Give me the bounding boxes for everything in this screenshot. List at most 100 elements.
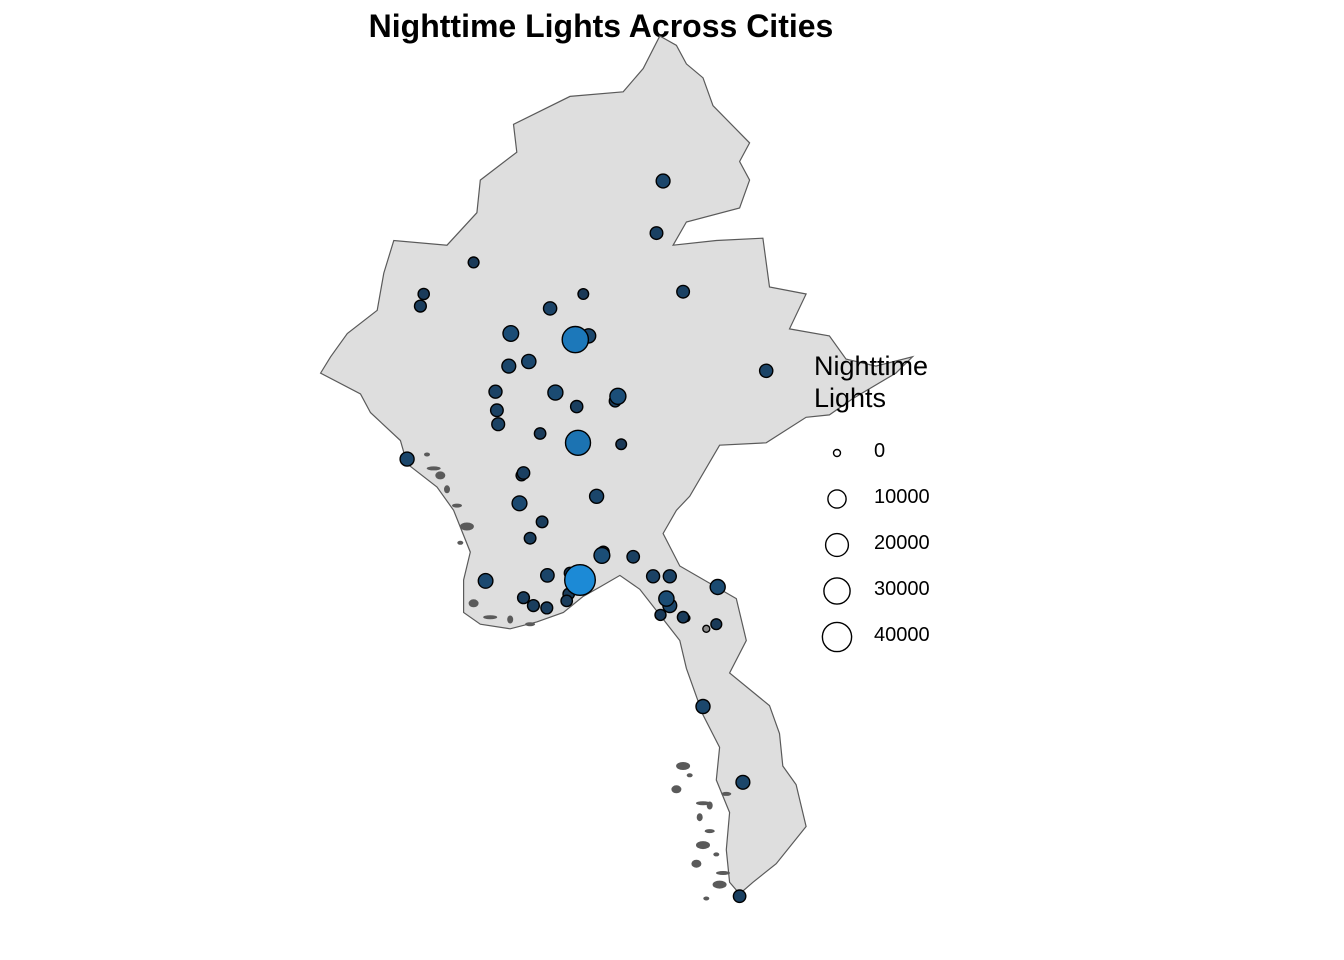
legend-symbol — [832, 448, 842, 458]
island-speck — [712, 880, 727, 889]
city-point — [535, 515, 549, 529]
city-point — [560, 594, 574, 608]
island-speck — [424, 452, 430, 457]
legend-symbol — [827, 489, 847, 509]
city-point — [577, 288, 590, 301]
legend-entries: 0 10000 20000 30000 40000 — [814, 430, 954, 660]
city-point — [502, 325, 520, 343]
city-point — [477, 572, 494, 589]
city-point — [735, 774, 751, 790]
city-point — [662, 569, 677, 584]
legend-symbol — [821, 621, 853, 653]
city-point — [526, 598, 541, 613]
island-speck — [696, 841, 710, 850]
city-point — [645, 569, 661, 584]
legend-symbol — [823, 577, 851, 605]
city-point — [702, 624, 711, 633]
city-point — [542, 301, 558, 316]
city-point — [758, 363, 774, 379]
myanmar-land-polygon — [319, 35, 915, 895]
city-point — [533, 427, 547, 440]
map-title: Nighttime Lights Across Cities — [368, 8, 834, 44]
city-point — [654, 608, 667, 622]
legend-circle — [823, 577, 851, 605]
city-point — [521, 353, 537, 370]
city-point — [561, 325, 590, 354]
city-point — [676, 284, 691, 299]
legend-symbol — [824, 532, 850, 558]
legend-entry: 0 — [814, 430, 954, 476]
city-point — [710, 618, 723, 631]
island-speck — [525, 622, 536, 627]
island-speck — [691, 859, 702, 868]
legend-label: 0 — [874, 440, 886, 462]
size-legend: Nighttime Lights 0 10000 20000 30000 40000 — [814, 350, 954, 660]
legend-title-line-1: Nighttime — [814, 351, 929, 381]
city-point — [658, 590, 675, 607]
city-point — [488, 384, 503, 399]
legend-entry: 40000 — [814, 614, 954, 660]
city-point — [491, 417, 506, 432]
island-speck — [721, 791, 732, 796]
island-speck — [426, 466, 441, 471]
city-point — [709, 578, 726, 596]
city-point — [564, 564, 597, 597]
island-speck — [716, 871, 730, 875]
coastal-islands — [424, 452, 732, 901]
island-speck — [452, 503, 462, 508]
island-speck — [507, 615, 514, 624]
city-point — [676, 610, 690, 624]
island-speck — [704, 829, 715, 834]
legend-label: 30000 — [874, 578, 930, 600]
city-point — [732, 889, 747, 904]
legend-entry: 20000 — [814, 522, 954, 568]
legend-entry: 10000 — [814, 476, 954, 522]
city-point — [540, 601, 554, 615]
city-points — [399, 173, 774, 904]
island-speck — [435, 471, 446, 480]
city-point — [655, 173, 671, 189]
legend-circle — [832, 448, 842, 458]
city-point — [695, 698, 711, 715]
city-point — [609, 387, 627, 405]
island-speck — [468, 599, 479, 608]
city-point — [649, 226, 664, 241]
city-point — [569, 399, 584, 414]
island-speck — [696, 801, 710, 806]
island-speck — [703, 896, 710, 901]
city-point — [564, 429, 592, 456]
legend-label: 20000 — [874, 532, 930, 554]
island-speck — [671, 785, 682, 794]
city-point — [511, 495, 528, 512]
city-point — [413, 299, 428, 313]
legend-entry: 30000 — [814, 568, 954, 614]
legend-circle — [824, 532, 850, 558]
city-point — [588, 488, 605, 504]
city-point — [615, 438, 628, 451]
city-point — [516, 466, 531, 480]
city-point — [489, 403, 504, 418]
city-point — [540, 568, 555, 583]
island-speck — [713, 852, 720, 857]
city-point — [523, 531, 537, 545]
city-point — [417, 287, 431, 301]
island-speck — [457, 540, 464, 545]
legend-title-line-2: Lights — [814, 383, 887, 413]
island-speck — [459, 522, 474, 531]
city-point — [399, 451, 415, 467]
island-speck — [706, 801, 713, 810]
legend-label: 10000 — [874, 486, 930, 508]
legend-circle — [827, 489, 847, 509]
island-speck — [686, 773, 693, 778]
city-point — [516, 591, 531, 605]
city-point — [593, 546, 611, 565]
island-speck — [696, 813, 703, 822]
city-point — [501, 358, 517, 374]
legend-title: Nighttime Lights — [814, 350, 954, 414]
island-speck — [676, 762, 691, 770]
island-speck — [444, 485, 450, 494]
island-speck — [483, 615, 498, 620]
legend-label: 40000 — [874, 624, 930, 646]
city-point — [467, 256, 480, 269]
city-point — [626, 549, 641, 564]
